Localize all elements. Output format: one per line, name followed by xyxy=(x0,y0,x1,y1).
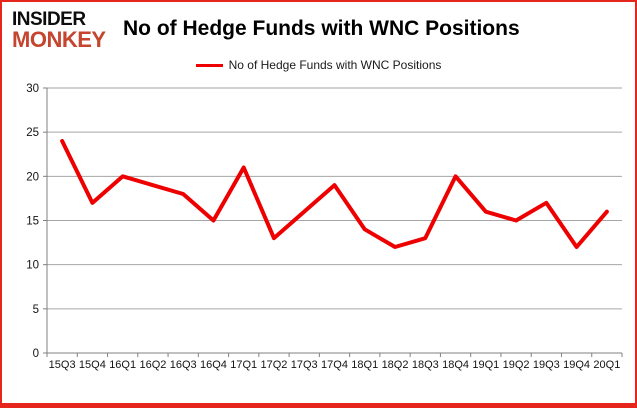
x-axis-label: 15Q4 xyxy=(79,359,106,371)
y-axis-label: 20 xyxy=(26,171,39,183)
x-axis-label: 17Q1 xyxy=(230,359,257,371)
y-axis-label: 15 xyxy=(26,216,39,228)
y-axis-label: 0 xyxy=(33,348,39,360)
x-axis-label: 19Q4 xyxy=(563,359,590,371)
x-axis-label: 18Q1 xyxy=(351,359,378,371)
x-axis-label: 18Q3 xyxy=(412,359,439,371)
logo-text-insider: INSIDER xyxy=(12,9,86,30)
x-axis-label: 19Q1 xyxy=(472,359,499,371)
legend-label: No of Hedge Funds with WNC Positions xyxy=(228,58,442,72)
x-axis-label: 18Q4 xyxy=(442,359,469,371)
x-axis-label: 16Q3 xyxy=(170,359,197,371)
x-axis-label: 16Q2 xyxy=(139,359,166,371)
legend-line-swatch xyxy=(195,63,223,67)
x-axis-label: 16Q4 xyxy=(200,359,227,371)
y-axis-label: 25 xyxy=(26,127,39,139)
x-axis-label: 17Q4 xyxy=(321,359,348,371)
x-axis-label: 19Q2 xyxy=(503,359,530,371)
y-axis-label: 10 xyxy=(26,260,39,272)
x-axis-label: 17Q2 xyxy=(261,359,288,371)
logo-text-monkey: MONKEY xyxy=(12,27,106,52)
x-axis-label: 15Q3 xyxy=(49,359,76,371)
x-axis-label: 17Q3 xyxy=(291,359,318,371)
x-axis-label: 20Q1 xyxy=(593,359,620,371)
insider-monkey-logo: INSIDER MONKEY xyxy=(12,9,106,52)
x-axis-label: 16Q1 xyxy=(109,359,136,371)
line-chart: 0 5 10 15 20 25 30 15Q3 15Q4 16Q1 16Q2 16Q3 16Q4 17Q1… xyxy=(26,83,623,371)
y-axis-label: 30 xyxy=(26,83,39,95)
series-line xyxy=(60,139,609,249)
y-axis-label: 5 xyxy=(33,304,39,316)
x-axis-label: 19Q3 xyxy=(533,359,560,371)
chart-legend: No of Hedge Funds with WNC Positions xyxy=(2,58,635,72)
x-axis-label: 18Q2 xyxy=(382,359,409,371)
chart-title: No of Hedge Funds with WNC Positions xyxy=(123,17,520,40)
